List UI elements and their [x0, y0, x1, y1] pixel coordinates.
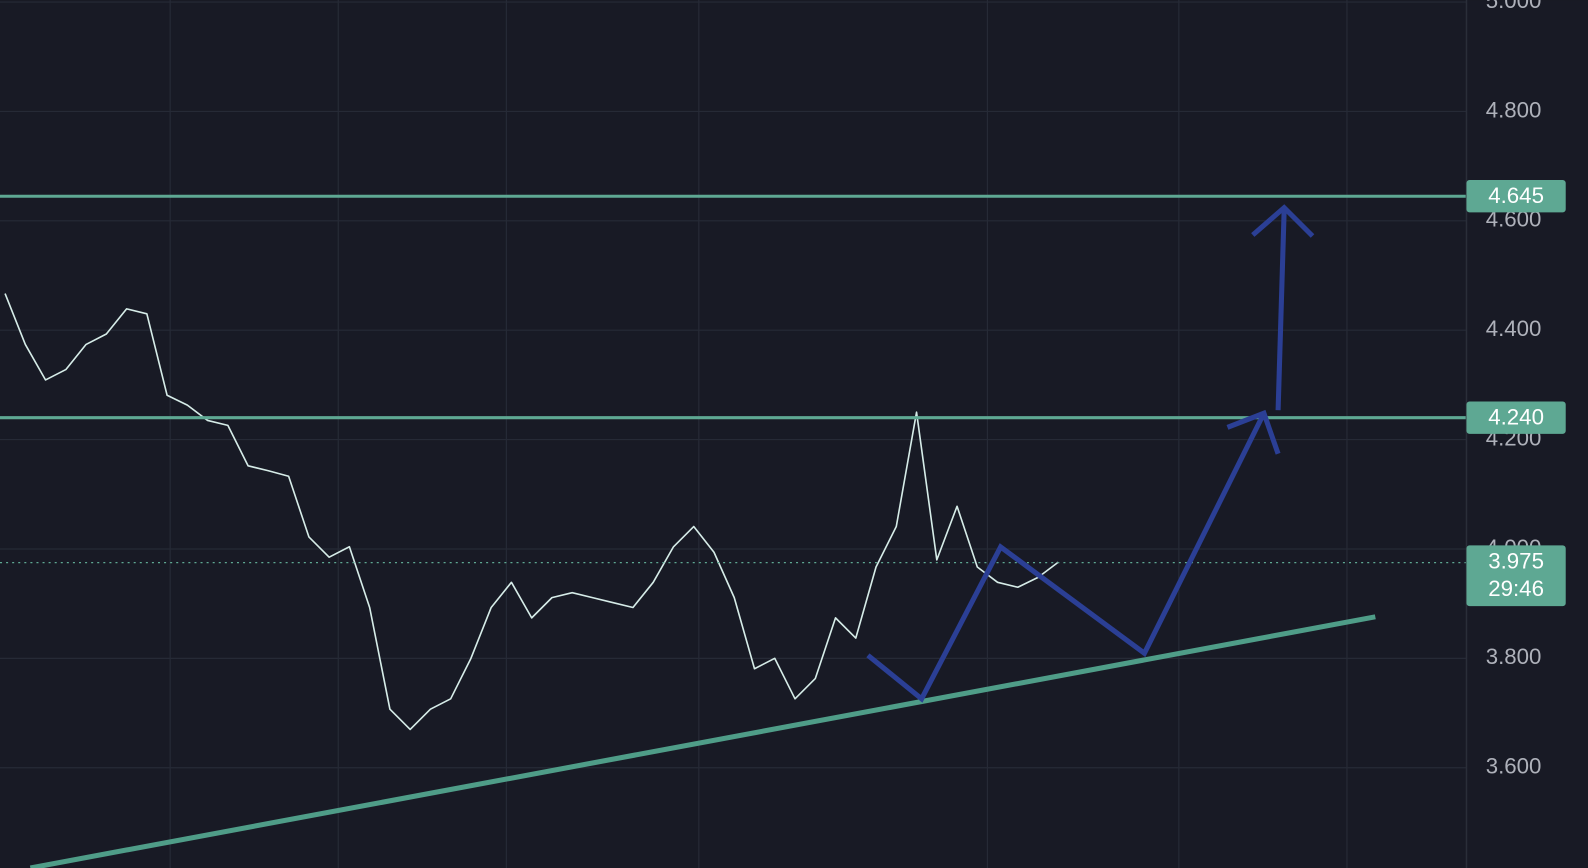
level-badge: [1466, 180, 1566, 213]
level-label: 4.240: [1488, 405, 1544, 430]
grid: [0, 1, 1467, 769]
arrow-head: [1251, 204, 1315, 238]
price-axis: 3.6003.8004.0004.2004.4004.6004.8005.000…: [1466, 0, 1566, 779]
level-badge: [1466, 401, 1566, 434]
target-arrow: [1275, 209, 1287, 411]
y-tick-label: 3.600: [1486, 754, 1542, 779]
y-tick-label: 4.400: [1486, 316, 1542, 341]
y-tick-label: 4.800: [1486, 97, 1542, 122]
y-tick-label: 3.800: [1486, 644, 1542, 669]
plot: [0, 194, 1467, 731]
arrow-head: [1226, 409, 1281, 455]
price-line: [4, 293, 1059, 731]
countdown: 29:46: [1488, 576, 1544, 601]
last-price-label: 3.975: [1488, 549, 1544, 574]
level-label: 4.645: [1488, 183, 1544, 208]
vertical-grid: [169, 0, 1348, 868]
last-price-badge: [1466, 545, 1566, 607]
y-tick-label: 5.000: [1486, 0, 1542, 13]
projection-path: [866, 412, 1267, 703]
trendline: [29, 614, 1376, 868]
